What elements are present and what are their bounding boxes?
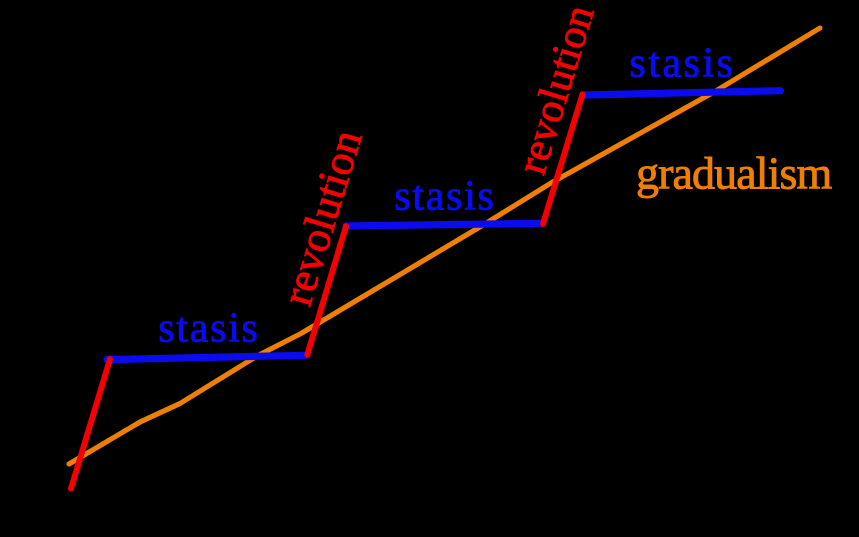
svg-text:stasis: stasis [158, 306, 259, 352]
svg-text:revolution: revolution [273, 125, 372, 311]
svg-text:stasis: stasis [629, 41, 735, 87]
svg-text:revolution: revolution [508, 0, 604, 179]
svg-text:gradualism: gradualism [636, 148, 833, 199]
svg-text:stasis: stasis [394, 173, 495, 219]
